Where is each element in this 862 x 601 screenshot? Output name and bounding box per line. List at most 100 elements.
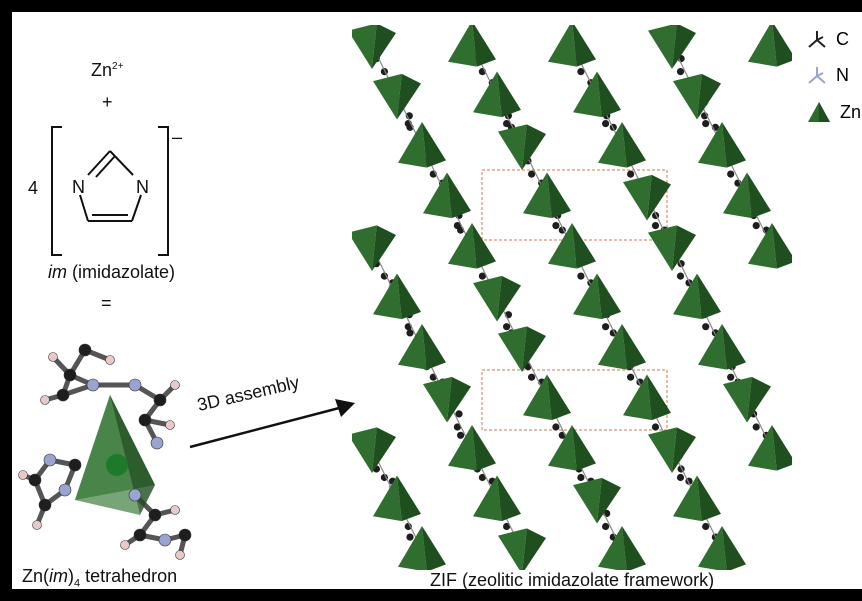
carbon-atom xyxy=(56,388,70,402)
zn-tetrahedron xyxy=(648,25,696,69)
carbon-atom xyxy=(503,323,511,331)
carbon-atom xyxy=(138,413,152,427)
carbon-atom xyxy=(752,222,760,230)
zinc-tetrahedron-icon xyxy=(808,102,830,122)
carbon-atom xyxy=(503,120,511,128)
carbon-atom xyxy=(676,272,685,280)
zn-tetrahedron xyxy=(523,172,571,219)
zn-tetrahedron xyxy=(398,526,446,570)
nitrogen-atom xyxy=(86,378,100,392)
zn-tetrahedron xyxy=(498,528,546,570)
zn-tetrahedron xyxy=(673,73,721,120)
carbon-atom xyxy=(133,528,147,542)
zn-tetrahedron xyxy=(648,225,696,271)
hydrogen-atom xyxy=(105,355,115,365)
carbon-atom xyxy=(552,423,560,431)
legend-item-zinc: Zn xyxy=(806,100,861,124)
left-bracket xyxy=(51,126,62,256)
zn-tetrahedron xyxy=(623,374,671,421)
carbon-atom xyxy=(577,68,585,76)
nitrogen-atom-icon xyxy=(808,67,826,84)
carbon-atom xyxy=(602,323,610,331)
carbon-atom xyxy=(380,473,388,482)
zn-tetrahedron xyxy=(352,225,396,271)
zn-tetrahedron xyxy=(448,425,496,471)
zn-tetrahedron xyxy=(448,25,496,67)
hydrogen-atom xyxy=(32,520,42,530)
carbon-atom xyxy=(577,473,585,482)
carbon-atom xyxy=(627,373,635,381)
zn-tetrahedron xyxy=(373,73,421,120)
carbon-atom xyxy=(528,373,536,381)
carbon-atom xyxy=(702,120,710,128)
carbon-atom xyxy=(63,368,77,382)
zn-tetrahedron xyxy=(423,172,471,219)
carbon-atom xyxy=(453,423,461,431)
carbon-atom xyxy=(752,423,760,431)
carbon-atom xyxy=(702,323,710,331)
zinc-ion-label: Zn2+ xyxy=(91,60,124,80)
zn-tetrahedron xyxy=(473,71,521,118)
ring-nitrogen-right: N xyxy=(136,177,149,197)
zn-tetrahedron xyxy=(352,25,396,69)
carbon-atom xyxy=(627,170,635,178)
nitrogen-atom xyxy=(128,378,142,392)
zn-tetrahedron xyxy=(748,25,792,67)
zn-tetrahedron xyxy=(623,174,671,221)
zn-tetrahedron xyxy=(748,425,792,471)
nitrogen-atom xyxy=(150,436,164,450)
ring-nitrogen-left: N xyxy=(72,177,85,197)
zn-tetrahedron-model xyxy=(18,343,192,560)
zn-tetrahedron xyxy=(498,124,546,170)
zn-tetrahedron xyxy=(373,475,421,522)
zn-tetrahedron xyxy=(523,374,571,421)
zn-tetrahedron xyxy=(598,324,646,370)
zn-tetrahedron-face-side xyxy=(110,395,155,515)
hydrogen-atom xyxy=(18,470,28,480)
legend-label-nitrogen: N xyxy=(836,64,849,85)
legend-label-carbon: C xyxy=(836,28,849,49)
carbon-atom xyxy=(478,272,486,280)
zn-tetrahedron xyxy=(598,526,646,570)
ligand-label: im (imidazolate) xyxy=(48,262,176,282)
carbon-atom xyxy=(702,522,710,531)
carbon-atom xyxy=(178,528,192,542)
equals-sign: = xyxy=(101,293,112,313)
carbon-atom xyxy=(651,222,660,230)
zn-tetrahedron xyxy=(548,223,596,269)
zn-tetrahedron xyxy=(548,425,596,471)
zn-tetrahedron xyxy=(698,324,746,370)
carbon-atom xyxy=(602,120,610,128)
zn-tetrahedron xyxy=(423,376,471,423)
ligand-charge: – xyxy=(172,127,182,147)
zn-tetrahedron xyxy=(723,172,771,219)
carbon-atom xyxy=(676,68,685,76)
carbon-atom xyxy=(528,170,536,178)
zn-tetrahedron xyxy=(698,122,746,168)
zn-tetrahedron xyxy=(673,273,721,320)
carbon-atom xyxy=(577,272,585,280)
nitrogen-atom xyxy=(58,483,72,497)
plus-sign: + xyxy=(102,92,113,112)
hydrogen-atom xyxy=(170,505,180,515)
carbon-atom xyxy=(453,222,461,230)
carbon-atom xyxy=(38,498,52,512)
hydrogen-atom xyxy=(170,380,180,390)
zn-tetrahedron xyxy=(573,273,621,320)
legend-item-nitrogen: N xyxy=(806,64,849,86)
assembly-arrow xyxy=(189,399,355,449)
zn-tetrahedron xyxy=(698,526,746,570)
zn-tetrahedron-face-front xyxy=(75,395,140,515)
carbon-atom xyxy=(28,473,42,487)
hydrogen-atom xyxy=(175,550,185,560)
carbon-atom xyxy=(727,373,735,381)
carbon-atom xyxy=(651,423,660,431)
zn-tetrahedron xyxy=(473,475,521,522)
zn-tetrahedron xyxy=(352,427,396,473)
carbon-atom xyxy=(478,473,486,482)
carbon-atom xyxy=(153,393,167,407)
zn-tetrahedron xyxy=(448,223,496,269)
carbon-atom xyxy=(78,343,92,357)
hydrogen-atom xyxy=(40,395,50,405)
zn-tetrahedron xyxy=(648,427,696,473)
